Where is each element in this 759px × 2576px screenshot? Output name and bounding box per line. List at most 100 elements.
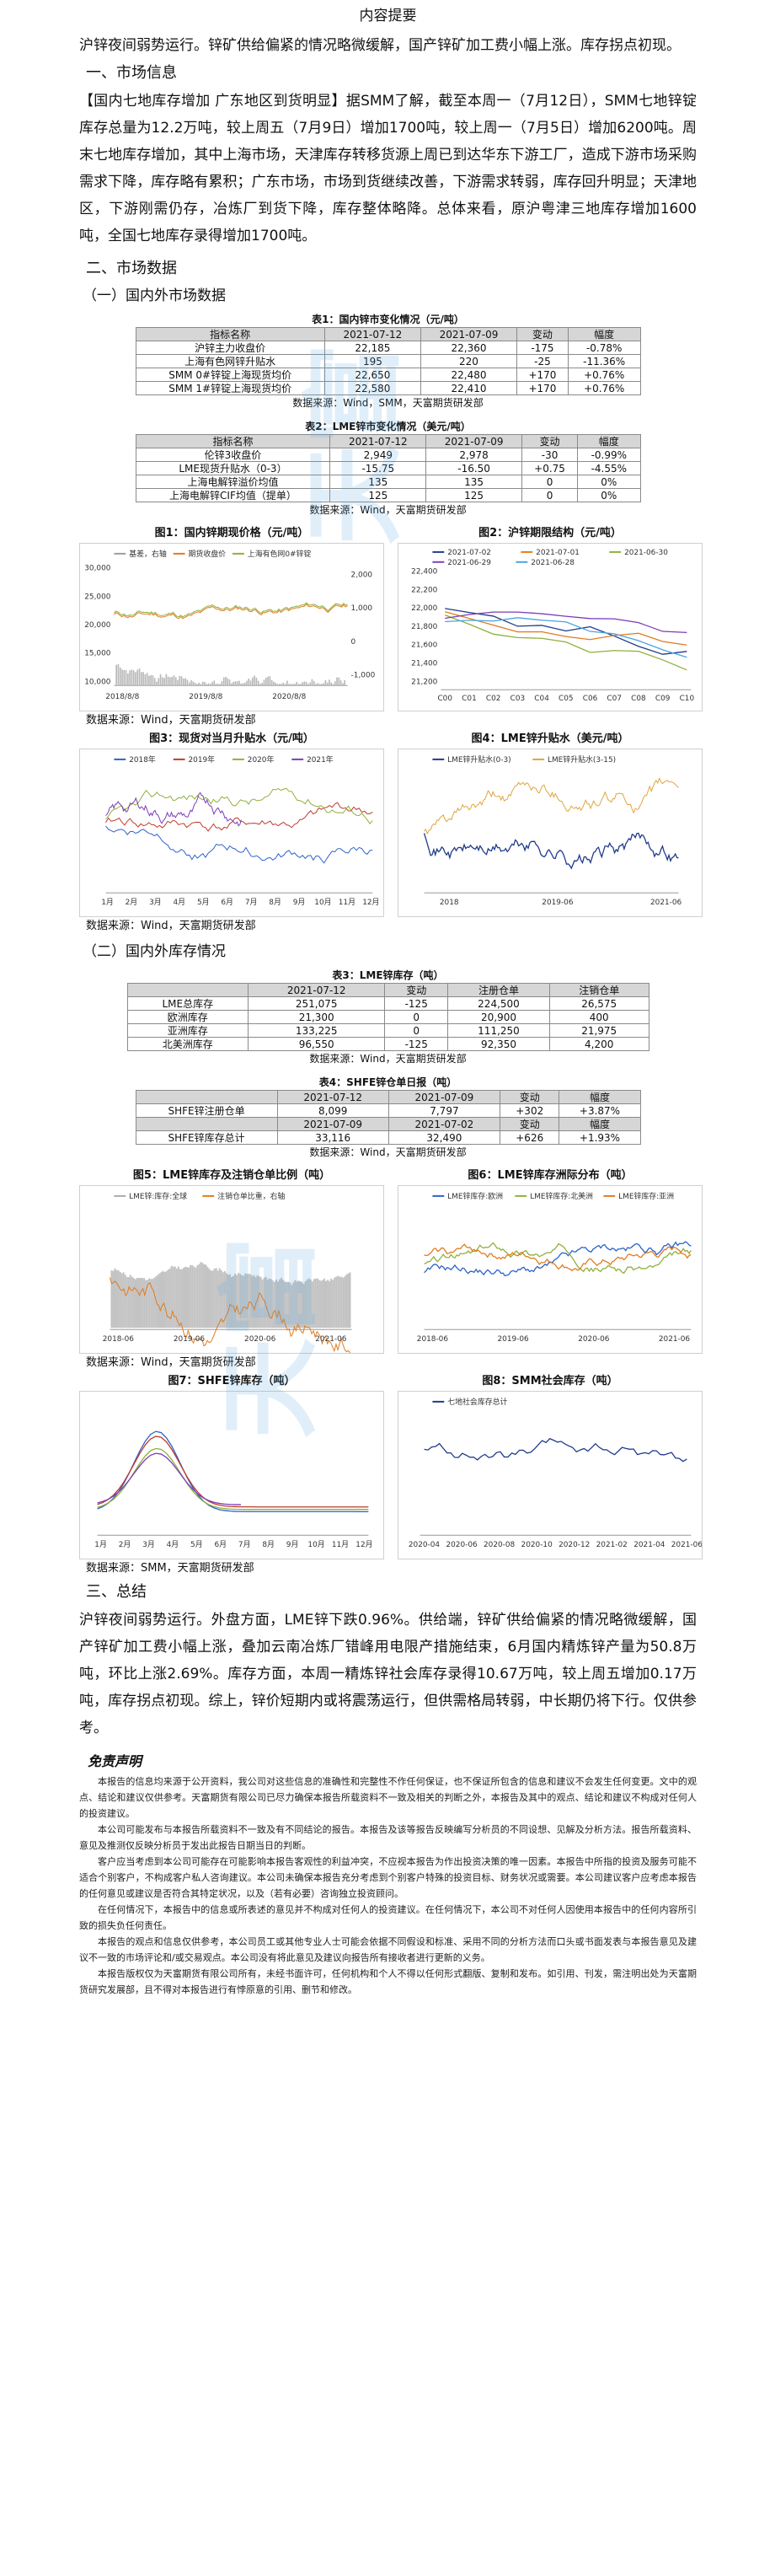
chart7-box: 图7：SHFE锌库存（吨） 1月 2月 3月 4月 5月 6月 7月 8月 9月 10月 11月 12… <box>79 1372 384 1559</box>
inventory-bar <box>129 1275 131 1328</box>
basis-bar <box>309 682 311 686</box>
table-cell: +170 <box>516 368 569 382</box>
basis-bar <box>234 681 237 686</box>
table-row: SHFE锌注册仓单 8,099 7,797 +302 +3.87% <box>135 1103 641 1118</box>
inventory-bar <box>302 1284 305 1328</box>
y2-tick-label: -1,000 <box>351 671 376 679</box>
inventory-bar <box>261 1279 264 1328</box>
basis-bar <box>329 679 330 686</box>
inventory-bar <box>243 1275 245 1328</box>
term-structure-line <box>445 611 687 633</box>
table-header-cell: 2021-07-12 <box>323 327 421 341</box>
inventory-bar <box>140 1277 142 1328</box>
basis-bar <box>303 681 306 686</box>
basis-bar <box>121 669 123 686</box>
table-cell: -175 <box>516 341 569 355</box>
table-cell: 22,360 <box>420 341 518 355</box>
table-cell: 125 <box>425 488 522 502</box>
inventory-bar <box>138 1278 141 1328</box>
inventory-bar <box>110 1270 113 1328</box>
table-header-cell: 2021-07-09 <box>420 327 518 341</box>
intro-paragraph: 沪锌夜间弱势运行。锌矿供给偏紧的情况略微缓解，国产锌矿加工费小幅上涨。库存拐点初… <box>79 37 681 54</box>
basis-bar <box>136 669 139 686</box>
table-cell: LME总库存 <box>126 996 249 1011</box>
inventory-bar <box>191 1264 194 1328</box>
x-tick-label: 2019-06 <box>542 899 574 907</box>
x-tick-label: 2021-06 <box>671 1541 703 1549</box>
x-tick-label: 4月 <box>167 1540 179 1549</box>
x-tick-label: 2020-06 <box>578 1335 610 1344</box>
legend-label: 2021-06-28 <box>531 559 575 567</box>
table-header-cell: 注册仓单 <box>447 983 550 997</box>
x-tick-label: 2021-06 <box>315 1335 347 1344</box>
basis-bar <box>257 680 259 686</box>
inventory-bar <box>122 1272 125 1328</box>
inventory-bar <box>120 1273 123 1328</box>
basis-bar <box>179 675 181 686</box>
basis-bar <box>270 679 273 686</box>
legend-label: LME锌库存:北美洲 <box>530 1191 593 1201</box>
basis-bar <box>206 684 207 686</box>
chart-row3-source: 数据来源：Wind，天富期货研发部 <box>86 1356 256 1369</box>
basis-bar <box>276 684 279 686</box>
table-cell: 33,116 <box>276 1130 389 1145</box>
basis-bar <box>213 680 216 686</box>
disclaimer-paragraph: 客户应当考虑到本公司可能存在可能影响本报告客观性的利益冲突，不应视本报告为作出投… <box>79 1856 697 1899</box>
chart2-box: 图2：沪锌期限结构（元/吨） 2021-07-02 2021-07-01 2021-… <box>398 524 703 711</box>
basis-bar <box>259 684 261 686</box>
table-cell: 8,099 <box>276 1103 389 1118</box>
inventory-bar <box>282 1280 285 1328</box>
disclaimer-paragraph: 本报告版权仅为天富期货有限公司所有，未经书面许可，任何机构和个人不得以任何形式翻… <box>79 1968 697 1995</box>
basis-bar <box>265 678 267 686</box>
table2-lme-zinc: 指标名称 2021-07-12 2021-07-09 变动 幅度 伦锌3收盘价 2… <box>135 434 641 502</box>
y-tick-label: 25,000 <box>84 593 110 601</box>
basis-bar <box>165 674 168 686</box>
inventory-bar <box>304 1281 307 1328</box>
basis-bar <box>281 684 282 686</box>
x-tick-label: 11月 <box>332 1540 349 1549</box>
inventory-bar <box>265 1276 267 1328</box>
basis-bar <box>219 684 221 686</box>
inventory-bar <box>142 1278 144 1328</box>
basis-bar <box>198 682 200 686</box>
basis-bar <box>186 679 189 686</box>
table-cell: 欧洲库存 <box>126 1010 249 1024</box>
inventory-bar <box>307 1278 310 1328</box>
y-tick-label: 21,600 <box>411 641 437 650</box>
basis-bar <box>342 683 344 686</box>
inventory-bar <box>292 1282 295 1328</box>
premium-line <box>105 792 242 827</box>
table-header-cell: 变动 <box>500 1090 560 1104</box>
inventory-bar <box>335 1276 338 1328</box>
basis-bar <box>248 678 250 686</box>
table-cell: 0 <box>384 1010 449 1024</box>
inventory-bar <box>273 1281 275 1328</box>
table-cell: 22,650 <box>323 368 421 382</box>
inventory-bar <box>117 1269 120 1328</box>
basis-bar <box>228 679 231 686</box>
inventory-bar <box>150 1279 152 1328</box>
inventory-bar <box>321 1280 323 1328</box>
basis-bar <box>338 677 340 686</box>
inventory-bar <box>124 1275 126 1328</box>
table-cell: 亚洲库存 <box>126 1023 249 1038</box>
chart-row-2: 图3：现货对当月升贴水（元/吨） 2018年 2019年 2020年 2021年 1月 2… <box>79 730 703 917</box>
inventory-bar <box>323 1278 325 1328</box>
inventory-bar <box>148 1278 151 1328</box>
y-tick-label: 20,000 <box>84 621 110 630</box>
basis-bar <box>282 682 285 686</box>
term-structure-line <box>445 611 687 646</box>
table-header-cell: 2021-07-09 <box>276 1117 389 1131</box>
basis-bar <box>159 674 162 686</box>
x-tick-label: 9月 <box>293 898 306 907</box>
chart1-box: 图1：国内锌期现价格（元/吨） 基差，右轴 期货收盘价 上海有色网0#锌锭 30,00… <box>79 524 384 711</box>
x-tick-label: C04 <box>534 695 549 703</box>
inventory-bar <box>301 1281 303 1328</box>
inventory-bar <box>225 1273 227 1328</box>
inventory-bar <box>208 1269 211 1328</box>
inventory-bar <box>206 1267 209 1328</box>
inventory-bar <box>163 1272 166 1328</box>
spot-price-line <box>114 602 348 618</box>
table-header-cell: 注销仓单 <box>548 983 649 997</box>
table-cell: 0 <box>384 1023 449 1038</box>
